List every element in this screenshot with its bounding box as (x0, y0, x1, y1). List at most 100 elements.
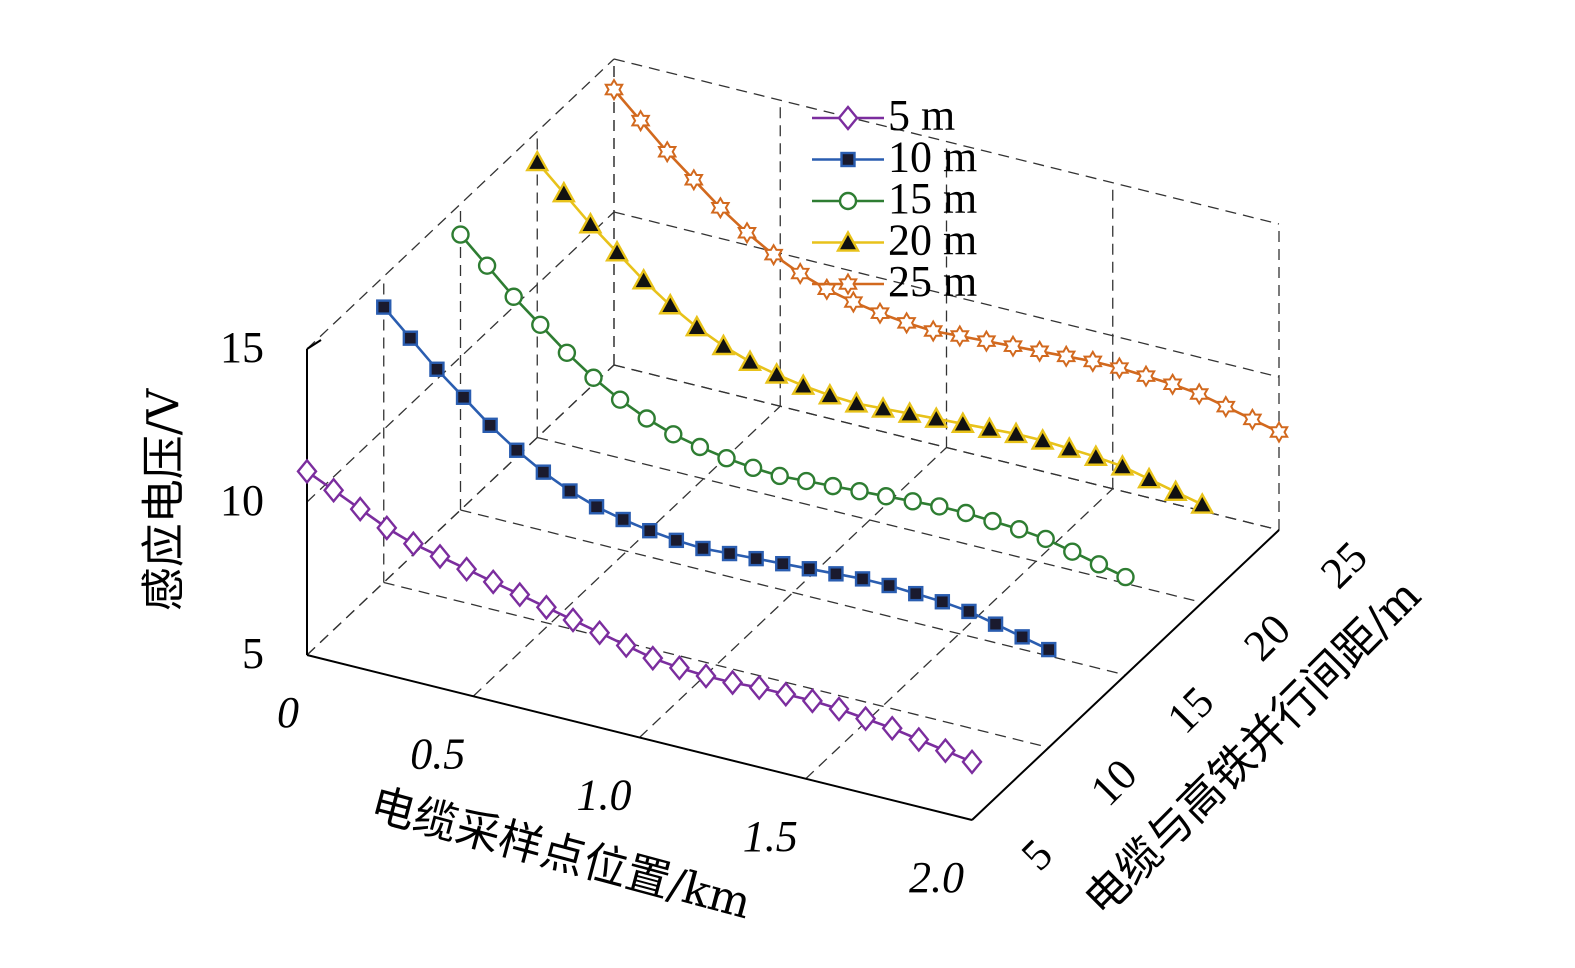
data-point (1215, 395, 1236, 419)
data-point (743, 458, 763, 478)
data-point (934, 737, 956, 764)
data-point (376, 299, 392, 315)
data-point (642, 522, 658, 539)
data-point (764, 362, 789, 384)
data-point (451, 225, 470, 244)
legend-item: 20 m (812, 216, 977, 265)
data-point (690, 437, 710, 457)
grid-line-left-z (306, 364, 615, 656)
data-point (684, 314, 709, 337)
data-point (588, 499, 605, 515)
legend-item: 15 m (812, 174, 977, 223)
axis-layer (306, 339, 1280, 821)
data-point (695, 663, 717, 689)
z-axis-title: 感应电压/V (139, 387, 190, 611)
data-point (956, 503, 976, 523)
data-point (695, 540, 711, 557)
legend-label: 20 m (888, 216, 977, 265)
data-point (717, 448, 736, 468)
data-point (738, 349, 763, 371)
data-point (429, 361, 445, 377)
data-point (562, 607, 584, 633)
data-point (870, 301, 890, 325)
data-point (871, 396, 896, 418)
data-point (903, 492, 922, 511)
data-point (509, 581, 531, 608)
data-point (535, 464, 552, 480)
data-point (610, 390, 630, 409)
data-point (961, 603, 977, 620)
data-point (376, 515, 398, 541)
legend-marker (838, 191, 858, 211)
x-tick-label: 0.5 (410, 729, 465, 778)
data-point (323, 477, 345, 504)
data-point (721, 545, 738, 562)
data-point (429, 543, 451, 570)
data-point (668, 532, 685, 549)
data-point (1004, 421, 1029, 444)
data-point (1014, 629, 1030, 645)
data-point (630, 109, 651, 133)
data-point (976, 329, 997, 353)
data-point (349, 496, 371, 522)
data-point (854, 571, 871, 587)
data-point (790, 262, 811, 285)
data-point (748, 550, 764, 567)
data-point (1041, 641, 1057, 658)
data-point (657, 140, 678, 164)
data-point (1242, 407, 1263, 431)
data-point (482, 568, 504, 595)
data-point (987, 616, 1004, 632)
data-point (1036, 529, 1055, 549)
data-point (557, 343, 577, 362)
data-point (1009, 520, 1029, 539)
legend-marker (835, 230, 861, 252)
data-point (816, 277, 837, 301)
data-point (578, 211, 603, 234)
data-point (1030, 428, 1055, 450)
z-tick-label: 5 (242, 629, 264, 678)
data-point (1089, 555, 1109, 574)
data-point (668, 654, 690, 681)
y-tick-label: 5 (1012, 830, 1062, 880)
data-point (930, 497, 949, 516)
grid-line-left-z (306, 211, 615, 503)
z-tick-label: 15 (220, 323, 264, 372)
data-point (1189, 382, 1210, 406)
data-point (1162, 372, 1183, 396)
z-axis-cap (306, 339, 322, 350)
data-point (817, 382, 842, 405)
legend-label: 5 m (888, 91, 955, 140)
legend-label: 10 m (888, 133, 977, 182)
data-point (737, 221, 757, 245)
data-point (797, 471, 816, 491)
data-point (509, 442, 525, 458)
data-point (881, 577, 897, 594)
data-point (908, 585, 924, 602)
data-point (949, 324, 970, 348)
data-point (1269, 420, 1289, 444)
data-point (1063, 542, 1082, 561)
series-25m (604, 78, 1289, 444)
legend-item: 5 m (812, 91, 955, 140)
data-point (296, 458, 318, 485)
data-point (1110, 453, 1135, 476)
data-point (615, 511, 631, 528)
x-tick-label: 1.5 (743, 812, 798, 861)
data-point (1083, 444, 1108, 466)
data-point (924, 406, 949, 428)
data-point (1163, 479, 1188, 502)
grid-layer (306, 58, 1280, 821)
data-point (1057, 436, 1082, 458)
data-point (881, 715, 903, 742)
data-point (477, 256, 497, 275)
data-point (402, 330, 419, 346)
data-point (504, 287, 523, 306)
data-point (658, 292, 683, 315)
data-point (801, 561, 818, 577)
grid-line-floor-x (639, 447, 947, 738)
data-point (604, 78, 624, 102)
data-point (775, 555, 791, 572)
data-point (615, 632, 637, 659)
